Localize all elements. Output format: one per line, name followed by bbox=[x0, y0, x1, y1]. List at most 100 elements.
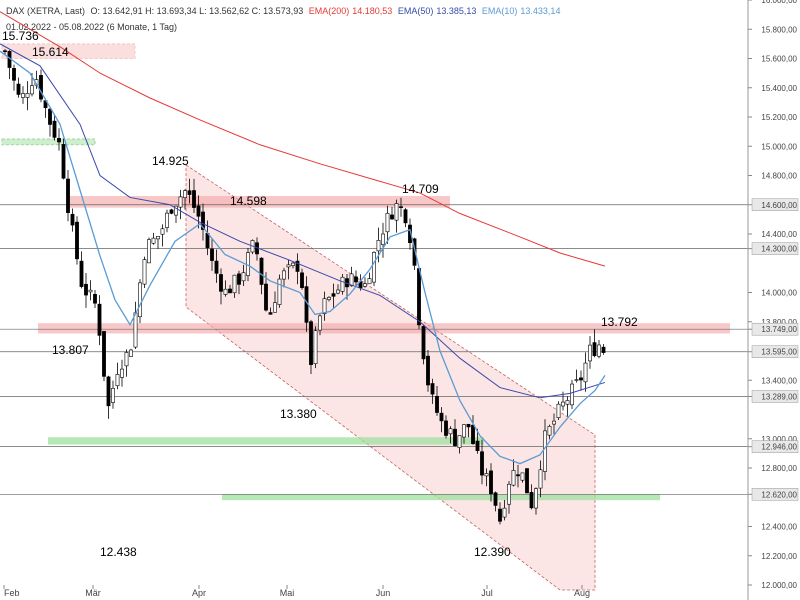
y-tick-label: 12.620,00 bbox=[761, 490, 797, 499]
candle-up bbox=[588, 344, 592, 362]
y-tick-label: 12.946,00 bbox=[761, 443, 797, 452]
candle-down bbox=[237, 273, 241, 285]
candle-down bbox=[201, 211, 205, 230]
x-tick-label: Apr bbox=[192, 588, 206, 598]
candle-down bbox=[471, 424, 475, 444]
candle-down bbox=[205, 232, 210, 249]
x-tick-label: Aug bbox=[574, 588, 590, 598]
candle-up bbox=[115, 374, 120, 387]
candle-up bbox=[318, 315, 322, 331]
candle-up bbox=[448, 428, 453, 435]
candle-up bbox=[547, 426, 552, 436]
candle-up bbox=[511, 470, 516, 486]
y-tick-label: 15.000,00 bbox=[761, 142, 797, 151]
price-level-box bbox=[751, 390, 799, 403]
candle-up bbox=[129, 349, 133, 357]
price-annotation: 13.792 bbox=[601, 315, 638, 329]
chart-header-line2: 01.02.2022 - 05.08.2022 (6 Monate, 1 Tag… bbox=[6, 22, 177, 32]
candle-down bbox=[493, 492, 498, 506]
candle-up bbox=[376, 240, 381, 252]
y-tick-label: 14.000,00 bbox=[761, 289, 797, 298]
candle-up bbox=[349, 273, 354, 287]
candle-down bbox=[93, 294, 97, 304]
candle-up bbox=[367, 278, 372, 285]
candle-up bbox=[507, 483, 511, 505]
candle-up bbox=[133, 312, 138, 348]
candle-down bbox=[601, 346, 606, 353]
candle-up bbox=[313, 330, 318, 365]
candle-down bbox=[75, 221, 79, 260]
candle-up bbox=[363, 283, 367, 287]
candle-down bbox=[489, 470, 493, 495]
price-annotation: 12.438 bbox=[100, 545, 137, 559]
candle-up bbox=[21, 93, 25, 98]
candle-down bbox=[480, 451, 484, 476]
candle-down bbox=[529, 492, 534, 509]
price-annotation: 14.925 bbox=[152, 154, 189, 168]
candle-up bbox=[322, 298, 327, 315]
candle-down bbox=[57, 137, 61, 143]
candle-down bbox=[399, 206, 403, 208]
y-tick-label: 12.000,00 bbox=[761, 581, 797, 590]
candle-up bbox=[520, 472, 525, 481]
y-tick-label: 14.800,00 bbox=[761, 172, 797, 181]
y-tick-label: 13.595,00 bbox=[761, 348, 797, 357]
ema10-line bbox=[0, 50, 606, 465]
y-tick-label: 15.800,00 bbox=[761, 25, 797, 34]
chart-header-line1: DAX (XETRA, Last) O: 13.642,91 H: 13.693… bbox=[6, 6, 563, 16]
candle-up bbox=[565, 400, 570, 405]
candle-up bbox=[165, 212, 169, 228]
x-tick-label: Jul bbox=[481, 588, 493, 598]
candle-down bbox=[525, 468, 529, 494]
candle-up bbox=[502, 507, 507, 518]
candle-down bbox=[354, 276, 358, 283]
candle-down bbox=[516, 474, 520, 477]
price-level-box bbox=[751, 345, 799, 358]
price-annotation: 13.807 bbox=[52, 343, 89, 357]
candle-up bbox=[25, 93, 30, 98]
candle-down bbox=[264, 283, 268, 311]
candle-up bbox=[277, 278, 282, 305]
candle-down bbox=[403, 209, 408, 224]
ohlc-label: O: 13.642,91 H: 13.693,34 L: 13.562,62 C… bbox=[90, 6, 304, 16]
candle-down bbox=[48, 108, 52, 125]
candle-up bbox=[286, 264, 291, 268]
candle-down bbox=[412, 238, 417, 266]
candle-down bbox=[259, 257, 264, 285]
y-tick-label: 12.200,00 bbox=[761, 552, 797, 561]
ema10-legend-label: EMA(10) bbox=[481, 6, 518, 16]
ema10-legend-value: 13.433,14 bbox=[520, 6, 561, 16]
candle-up bbox=[534, 488, 538, 509]
candle-down bbox=[16, 83, 21, 95]
price-annotation: 13.380 bbox=[280, 407, 317, 421]
candle-up bbox=[156, 236, 160, 240]
resistance-zone bbox=[1, 43, 136, 59]
candle-up bbox=[273, 302, 277, 313]
ema50-line bbox=[0, 43, 606, 399]
candles-group bbox=[3, 49, 606, 525]
candle-up bbox=[30, 85, 34, 95]
y-tick-label: 14.600,00 bbox=[761, 201, 797, 210]
candle-down bbox=[295, 260, 300, 272]
price-level-box bbox=[751, 242, 799, 255]
candle-up bbox=[147, 239, 151, 264]
candle-up bbox=[336, 289, 340, 294]
candle-up bbox=[124, 352, 129, 367]
support-zone bbox=[222, 494, 660, 501]
candle-down bbox=[84, 283, 88, 296]
candle-down bbox=[426, 355, 430, 386]
candle-down bbox=[79, 260, 84, 287]
candle-down bbox=[475, 440, 480, 451]
y-tick-label: 15.400,00 bbox=[761, 84, 797, 93]
y-tick-label: 15.600,00 bbox=[761, 55, 797, 64]
candle-down bbox=[192, 190, 196, 208]
x-tick-label: Mai bbox=[280, 588, 295, 598]
price-annotation: 12.390 bbox=[474, 545, 511, 559]
candle-down bbox=[106, 376, 111, 407]
candle-up bbox=[462, 424, 466, 438]
candle-up bbox=[372, 252, 376, 283]
candle-down bbox=[430, 383, 435, 395]
y-tick-label: 12.400,00 bbox=[761, 523, 797, 532]
ema50-legend-label: EMA(50) bbox=[397, 6, 434, 16]
